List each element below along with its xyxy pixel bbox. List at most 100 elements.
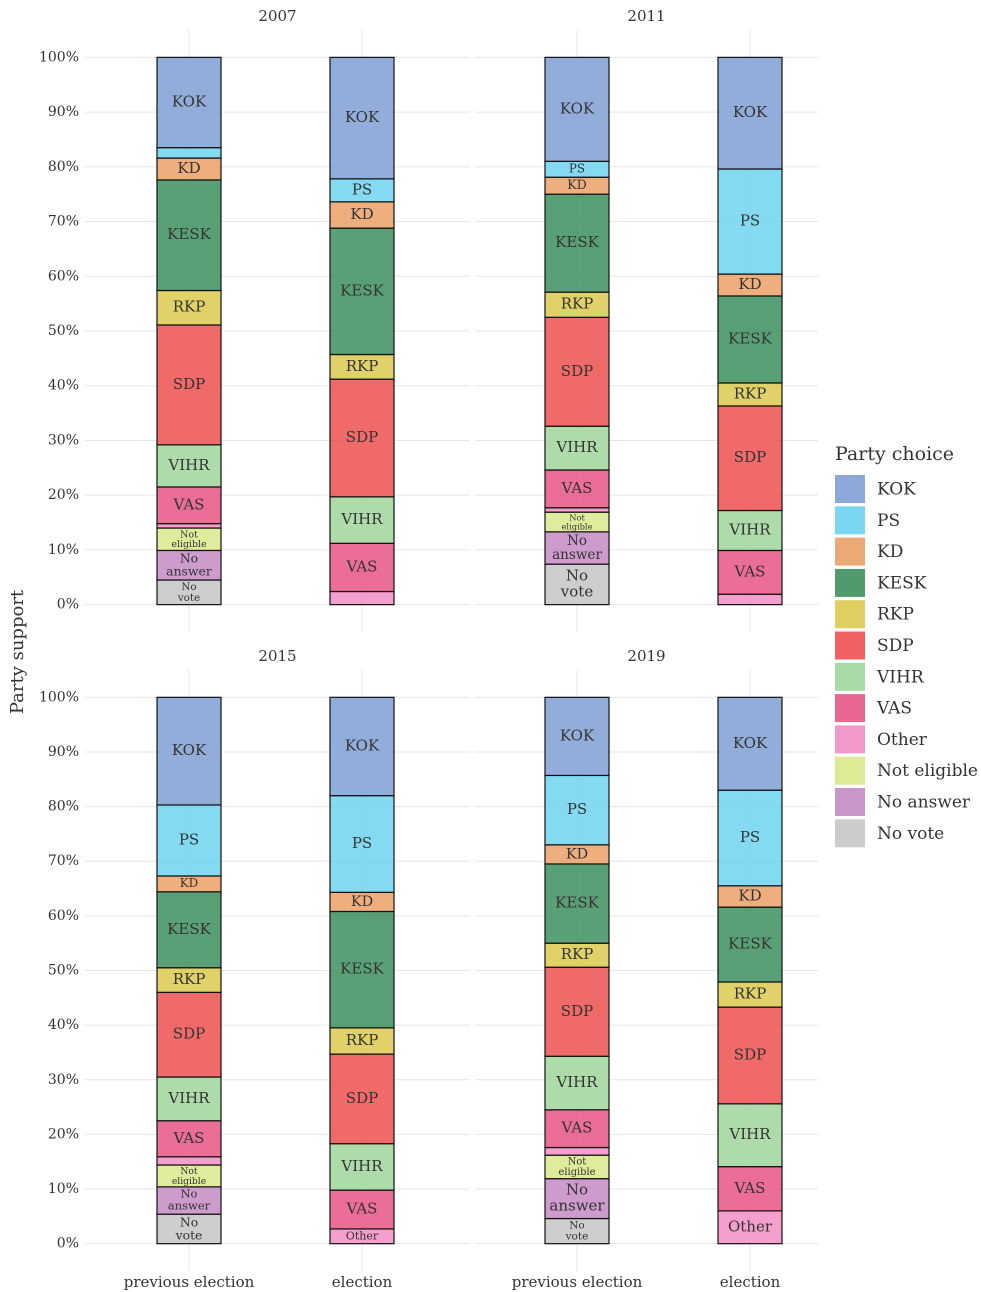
- segment-label: KD: [567, 177, 587, 192]
- segment-label: SDP: [561, 362, 593, 380]
- panel-title: 2007: [258, 7, 296, 25]
- x-tick-label: election: [720, 1273, 781, 1291]
- bar-segment: [544, 469, 610, 509]
- segment-label: KOK: [172, 741, 207, 759]
- segment-label: SDP: [734, 1045, 766, 1063]
- segment-label: KOK: [560, 99, 595, 117]
- segment-label: VIHR: [167, 456, 210, 474]
- bar-segment: [544, 1217, 610, 1245]
- bar-segment: [329, 1027, 395, 1055]
- x-tick-label: previous election: [124, 1273, 255, 1291]
- segment-label: KOK: [172, 93, 207, 111]
- y-tick-label: 100%: [39, 689, 79, 705]
- bar-segment: [329, 1143, 395, 1191]
- bar-segment: [329, 378, 395, 498]
- bar-segment: [329, 1053, 395, 1145]
- bar-segment: [544, 425, 610, 471]
- y-tick-label: 90%: [48, 744, 79, 760]
- bar-segment: [329, 795, 395, 893]
- bar-segment: [329, 496, 395, 544]
- y-tick-label: 60%: [48, 908, 79, 924]
- legend-label: SDP: [877, 636, 914, 656]
- y-tick-label: 100%: [39, 49, 79, 65]
- x-tick-label: previous election: [512, 1273, 643, 1291]
- panel-title: 2015: [258, 647, 296, 665]
- bar-segment: [717, 981, 783, 1008]
- bar-segment: [156, 1213, 222, 1245]
- y-tick-label: 20%: [48, 1126, 79, 1142]
- segment-label: Not eligible: [172, 1166, 206, 1187]
- segment-label: No vote: [560, 567, 594, 601]
- y-tick-label: 70%: [48, 214, 79, 230]
- segment-label: No answer: [552, 532, 602, 562]
- segment-label: VIHR: [555, 1073, 598, 1091]
- segment-label: No answer: [549, 1181, 605, 1215]
- bar-segment: [717, 509, 783, 552]
- legend-swatch: [835, 788, 865, 816]
- segment-label: VIHR: [728, 520, 771, 538]
- bar-segment: [717, 906, 783, 983]
- segment-label: KD: [738, 886, 761, 904]
- segment-label: SDP: [734, 448, 766, 466]
- bar-segment: [156, 56, 222, 149]
- segment-label: No vote: [177, 581, 200, 604]
- segment-label: KD: [738, 275, 761, 293]
- legend-label: RKP: [877, 605, 914, 625]
- segment-label: KESK: [728, 329, 772, 347]
- bar-segment: [156, 444, 222, 488]
- segment-label: RKP: [734, 384, 767, 402]
- segment-label: VIHR: [340, 510, 383, 528]
- legend-label: PS: [877, 511, 900, 531]
- bar-segment: [544, 1109, 610, 1149]
- segment-label: VAS: [346, 1200, 378, 1218]
- bar-segment: [544, 966, 610, 1057]
- segment-label: KESK: [728, 935, 772, 953]
- segment-label: VAS: [173, 1129, 205, 1147]
- segment-label: KOK: [345, 108, 380, 126]
- bar-segment: [156, 324, 222, 446]
- legend-title: Party choice: [835, 443, 954, 465]
- segment-label: KD: [350, 205, 373, 223]
- segment-label: RKP: [346, 357, 379, 375]
- segment-label: PS: [740, 212, 760, 230]
- legend-swatch: [835, 694, 865, 723]
- bar-segment: [717, 295, 783, 384]
- y-tick-label: 40%: [48, 1017, 79, 1033]
- legend-label: VIHR: [876, 667, 925, 687]
- bar-segment: [544, 863, 610, 944]
- segment-label: SDP: [173, 375, 205, 393]
- segment-label: PS: [740, 828, 760, 846]
- y-tick-label: 0%: [57, 597, 79, 613]
- segment-label: VIHR: [555, 438, 598, 456]
- y-axis-label: Party support: [7, 589, 28, 714]
- legend-label: Not eligible: [877, 761, 978, 781]
- legend-label: KD: [877, 542, 903, 562]
- y-tick-label: 50%: [48, 323, 79, 339]
- y-tick-label: 70%: [48, 853, 79, 869]
- legend-swatch: [835, 631, 865, 660]
- legend-swatch: [835, 475, 865, 503]
- segment-label: KESK: [555, 894, 599, 912]
- segment-label: PS: [179, 830, 199, 848]
- segment-label: SDP: [346, 428, 378, 446]
- y-tick-label: 40%: [48, 378, 79, 394]
- y-tick-label: 80%: [48, 799, 79, 815]
- bar-segment: [156, 1120, 222, 1158]
- bar-segment: [717, 1103, 783, 1168]
- bar-segment: [156, 579, 222, 606]
- segment-label: RKP: [561, 295, 594, 313]
- segment-label: VIHR: [728, 1125, 771, 1143]
- bar-segment: [544, 1146, 610, 1156]
- segment-label: PS: [569, 161, 585, 175]
- segment-label: VAS: [734, 562, 766, 580]
- segment-label: KOK: [345, 736, 380, 754]
- bar-segment: [544, 507, 610, 513]
- bar-segment: [329, 201, 395, 229]
- legend-label: No answer: [877, 793, 971, 813]
- bar-segment: [544, 942, 610, 968]
- bar-segment: [717, 789, 783, 887]
- bar-segment: [156, 486, 222, 525]
- bar-segment: [544, 56, 610, 162]
- y-tick-label: 20%: [48, 487, 79, 503]
